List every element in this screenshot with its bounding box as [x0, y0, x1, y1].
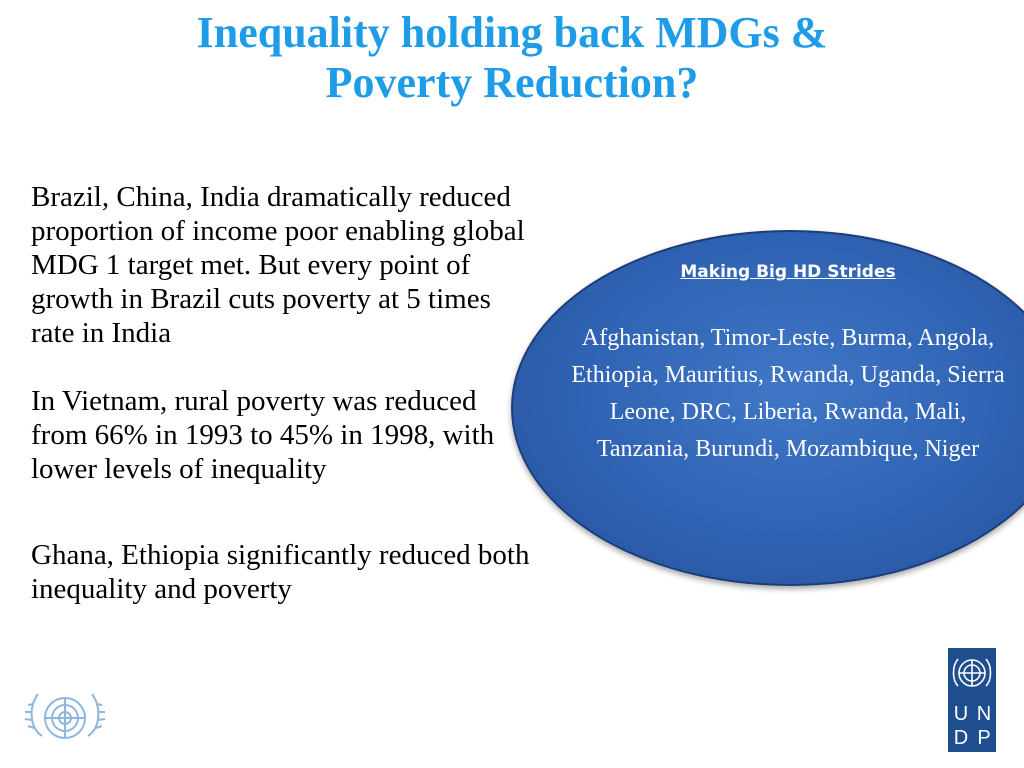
paragraph-ghana-ethiopia: Ghana, Ethiopia significantly reduced bo…: [31, 539, 530, 605]
undp-letter-d: D: [953, 727, 969, 749]
paragraph-vietnam: In Vietnam, rural poverty was reduced fr…: [31, 385, 495, 485]
callout-countries: Afghanistan, Timor-Leste, Burma, Angola,…: [571, 325, 1005, 462]
un-emblem-icon: [952, 658, 992, 687]
undp-letter-p: P: [977, 727, 991, 749]
undp-letter-u: U: [953, 703, 969, 725]
un-emblem-icon: [24, 693, 106, 739]
paragraph-brazil-china-india: Brazil, China, India dramatically reduce…: [31, 181, 525, 349]
title-line-1: Inequality holding back MDGs &: [196, 8, 828, 57]
title-line-2: Poverty Reduction?: [325, 58, 699, 107]
undp-letter-n: N: [976, 703, 992, 725]
body-text: Brazil, China, India dramatically reduce…: [31, 180, 536, 606]
callout-heading: Making Big HD Strides: [680, 262, 896, 282]
slide-title: Inequality holding back MDGs & Poverty R…: [0, 8, 1024, 108]
callout-ellipse: [511, 230, 1024, 586]
undp-logo-icon: U N D P: [948, 648, 996, 752]
